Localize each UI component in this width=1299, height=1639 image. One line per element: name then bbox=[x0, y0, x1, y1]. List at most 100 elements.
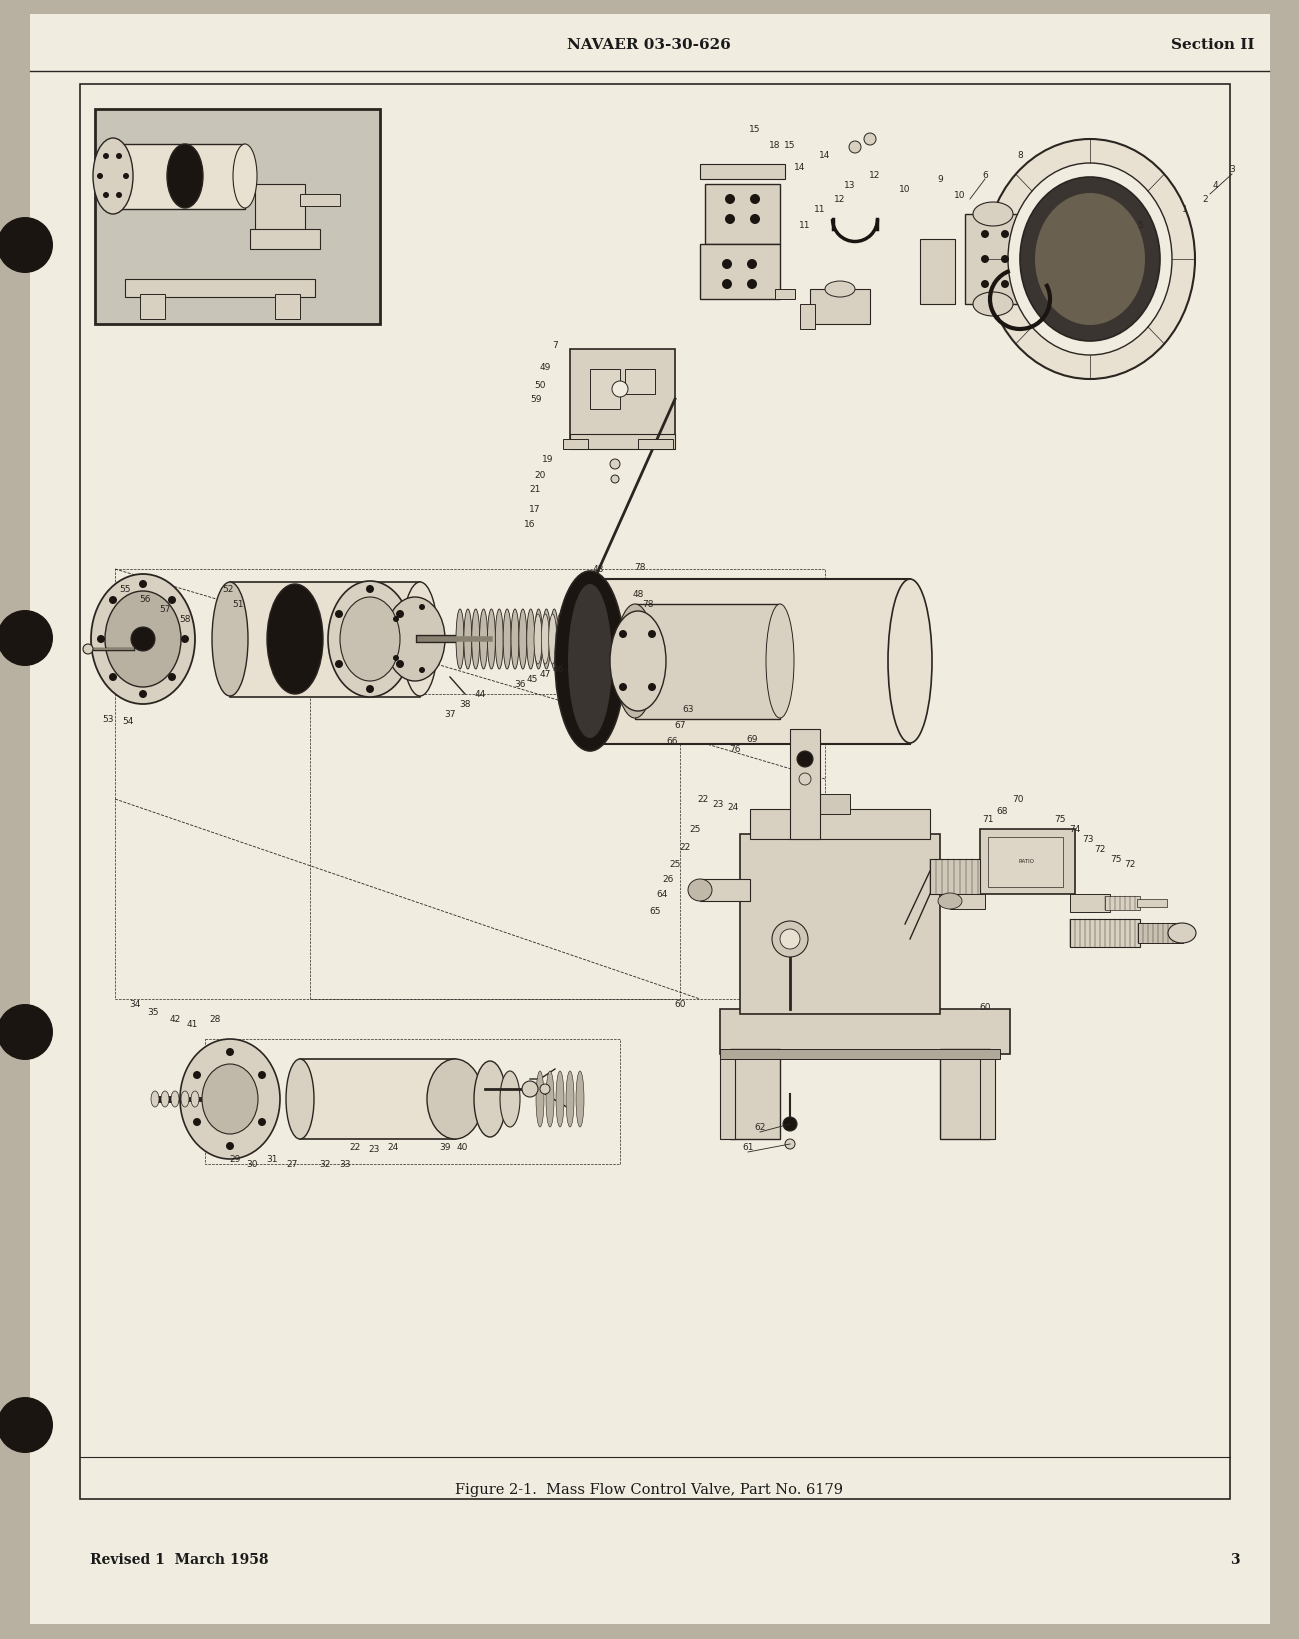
Ellipse shape bbox=[825, 282, 855, 298]
Text: 50: 50 bbox=[534, 380, 546, 390]
Bar bbox=[730, 1049, 779, 1139]
Text: 37: 37 bbox=[444, 710, 456, 720]
Text: 48: 48 bbox=[592, 565, 604, 574]
Bar bbox=[275, 295, 300, 320]
Text: 59: 59 bbox=[530, 395, 542, 405]
Text: 8: 8 bbox=[1017, 151, 1022, 159]
Circle shape bbox=[83, 644, 94, 654]
Circle shape bbox=[611, 475, 620, 484]
Bar bbox=[700, 880, 750, 901]
Text: 13: 13 bbox=[844, 180, 856, 190]
Text: 52: 52 bbox=[222, 585, 234, 593]
Text: 46: 46 bbox=[552, 665, 564, 674]
Bar bbox=[570, 349, 675, 444]
Circle shape bbox=[981, 231, 989, 239]
Circle shape bbox=[779, 929, 800, 949]
Ellipse shape bbox=[614, 605, 655, 718]
Circle shape bbox=[259, 1118, 266, 1126]
Circle shape bbox=[168, 674, 175, 682]
Text: 64: 64 bbox=[656, 890, 668, 898]
Text: 45: 45 bbox=[526, 675, 538, 683]
Ellipse shape bbox=[286, 1059, 314, 1139]
Bar bbox=[720, 1049, 1000, 1059]
Bar bbox=[800, 795, 850, 815]
Bar bbox=[140, 295, 165, 320]
Circle shape bbox=[394, 656, 399, 662]
Circle shape bbox=[0, 611, 53, 667]
Circle shape bbox=[131, 628, 155, 652]
Circle shape bbox=[850, 143, 861, 154]
Text: 75: 75 bbox=[1055, 815, 1065, 824]
Circle shape bbox=[109, 674, 117, 682]
Circle shape bbox=[97, 636, 105, 644]
Ellipse shape bbox=[487, 610, 495, 670]
Circle shape bbox=[420, 667, 425, 674]
Ellipse shape bbox=[511, 610, 520, 670]
Circle shape bbox=[259, 1072, 266, 1080]
Ellipse shape bbox=[329, 582, 412, 698]
Text: 27: 27 bbox=[286, 1160, 297, 1169]
Circle shape bbox=[725, 215, 735, 225]
Circle shape bbox=[611, 459, 620, 470]
Circle shape bbox=[103, 193, 109, 198]
Text: 78: 78 bbox=[642, 600, 653, 610]
Text: 71: 71 bbox=[982, 815, 994, 824]
Ellipse shape bbox=[568, 585, 612, 739]
Text: 73: 73 bbox=[1082, 834, 1094, 844]
Bar bbox=[700, 244, 779, 300]
Text: 47: 47 bbox=[539, 670, 551, 679]
Text: 22: 22 bbox=[679, 842, 691, 852]
Ellipse shape bbox=[105, 592, 181, 688]
Circle shape bbox=[139, 690, 147, 698]
Text: 75: 75 bbox=[1111, 856, 1122, 864]
Bar bbox=[1070, 895, 1111, 913]
Circle shape bbox=[522, 1082, 538, 1098]
Circle shape bbox=[981, 256, 989, 264]
Circle shape bbox=[1002, 256, 1009, 264]
Ellipse shape bbox=[503, 610, 511, 670]
Circle shape bbox=[648, 683, 656, 692]
Text: 56: 56 bbox=[139, 595, 151, 605]
Bar bbox=[230, 582, 420, 698]
Text: 14: 14 bbox=[820, 151, 830, 159]
Text: 33: 33 bbox=[339, 1160, 351, 1169]
Circle shape bbox=[612, 382, 627, 398]
Text: 74: 74 bbox=[1069, 824, 1081, 834]
Circle shape bbox=[722, 280, 733, 290]
Circle shape bbox=[750, 195, 760, 205]
Ellipse shape bbox=[1035, 193, 1144, 326]
Circle shape bbox=[123, 174, 129, 180]
Ellipse shape bbox=[559, 610, 566, 670]
Ellipse shape bbox=[973, 203, 1013, 226]
Text: 26: 26 bbox=[662, 875, 674, 883]
Circle shape bbox=[722, 261, 733, 270]
Text: 10: 10 bbox=[955, 190, 965, 200]
Text: 31: 31 bbox=[266, 1155, 278, 1164]
Bar bbox=[705, 185, 779, 244]
Ellipse shape bbox=[440, 1059, 469, 1139]
Ellipse shape bbox=[340, 598, 400, 682]
Circle shape bbox=[725, 195, 735, 205]
Bar bbox=[800, 305, 814, 329]
Text: 16: 16 bbox=[525, 520, 535, 529]
Text: 65: 65 bbox=[650, 906, 661, 916]
Circle shape bbox=[750, 215, 760, 225]
Circle shape bbox=[139, 580, 147, 588]
Bar bbox=[989, 838, 1063, 887]
Ellipse shape bbox=[546, 1072, 553, 1128]
Ellipse shape bbox=[168, 144, 203, 208]
Text: 15: 15 bbox=[750, 126, 761, 134]
Text: 62: 62 bbox=[755, 1123, 765, 1133]
Text: 70: 70 bbox=[1012, 795, 1024, 805]
Text: 39: 39 bbox=[439, 1142, 451, 1152]
Circle shape bbox=[109, 597, 117, 605]
Circle shape bbox=[798, 752, 813, 767]
Bar bbox=[300, 195, 340, 207]
Circle shape bbox=[366, 585, 374, 593]
Text: 23: 23 bbox=[712, 800, 724, 810]
Text: Section II: Section II bbox=[1172, 38, 1255, 52]
Text: 24: 24 bbox=[727, 803, 739, 811]
Ellipse shape bbox=[566, 1072, 574, 1128]
Text: 5: 5 bbox=[1137, 220, 1143, 229]
Circle shape bbox=[396, 611, 404, 618]
